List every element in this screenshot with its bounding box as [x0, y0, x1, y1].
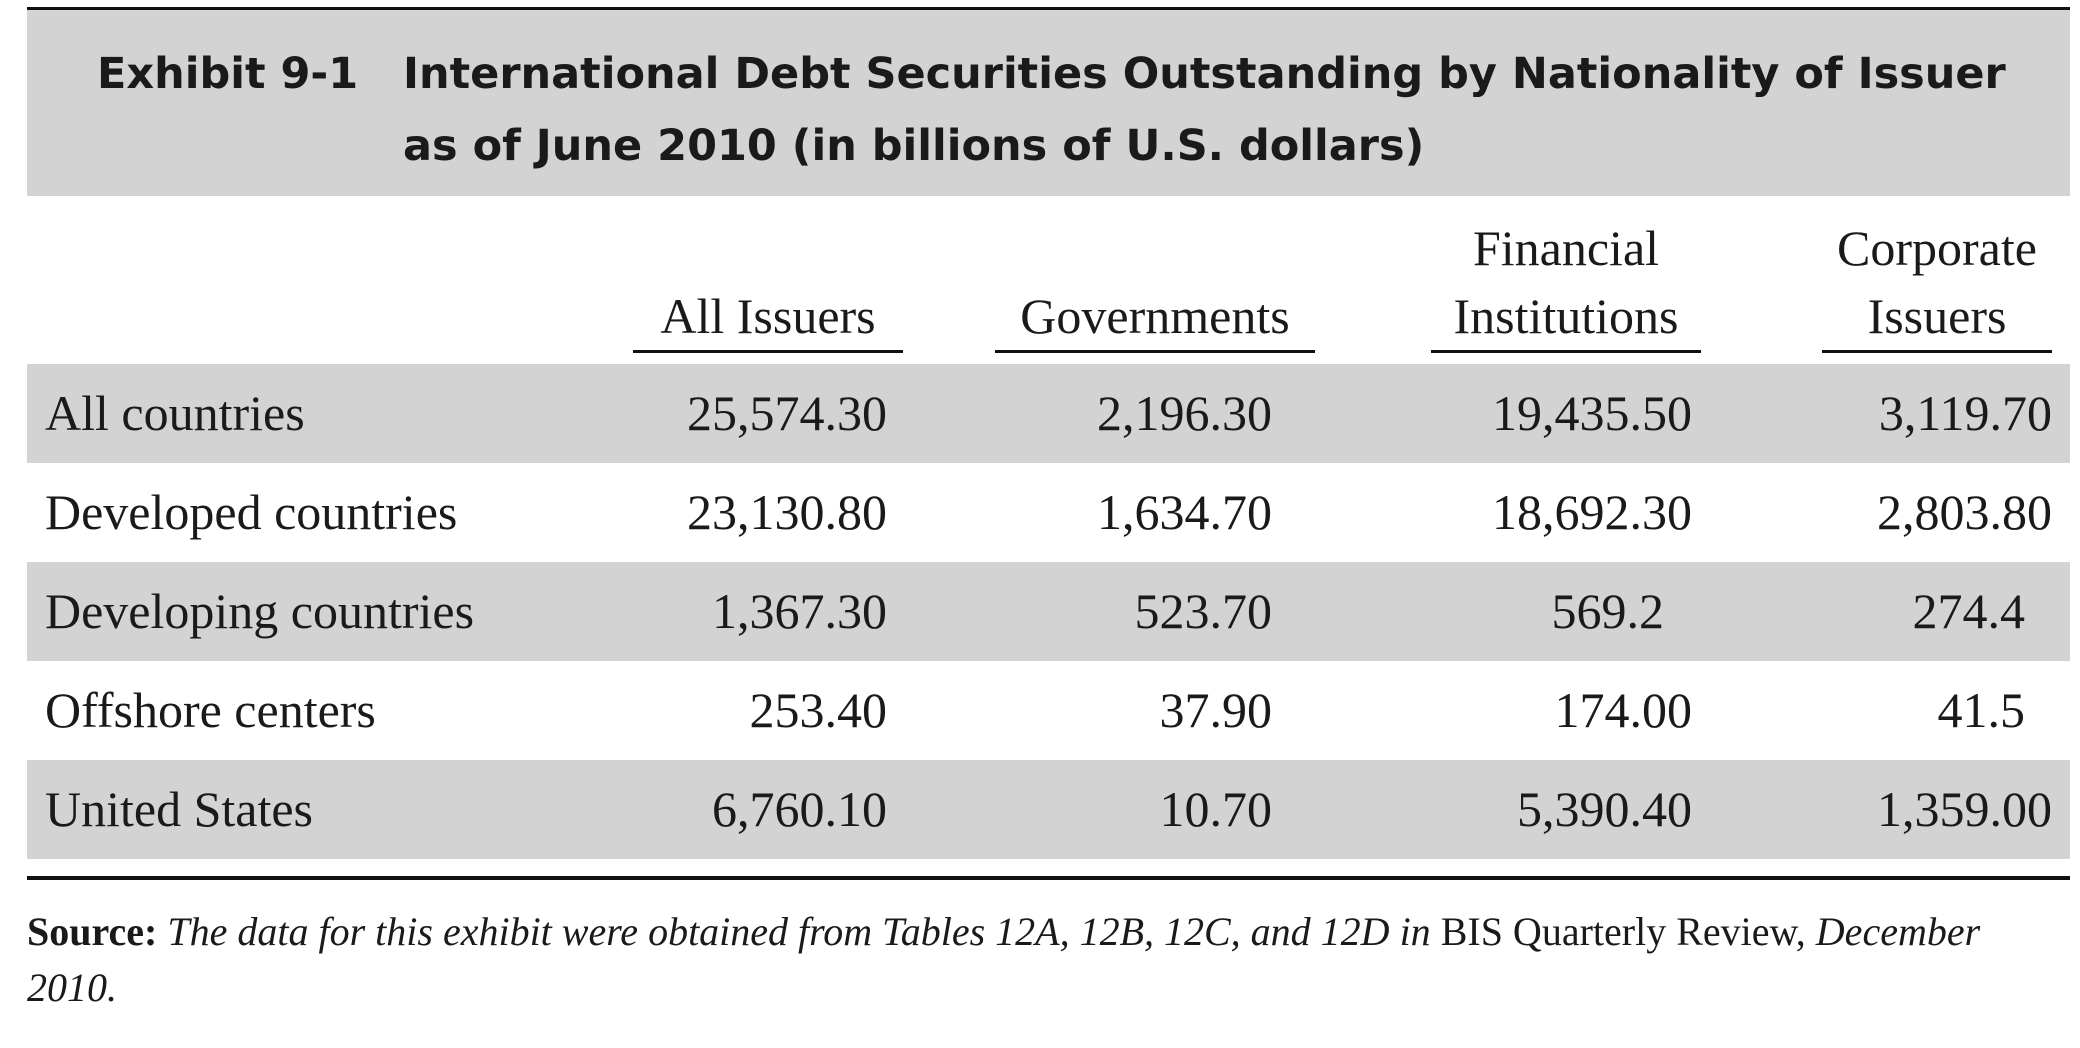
cell-financial-institutions: 19,435.50	[1492, 385, 1692, 441]
cell-governments: 2,196.30	[1097, 385, 1272, 441]
exhibit-number: Exhibit 9-1	[97, 49, 359, 99]
column-header-label: Governments	[1020, 288, 1290, 344]
column-header-financial-institutions: Financial Institutions	[1431, 210, 1701, 353]
column-header-all-issuers: All Issuers	[633, 210, 903, 353]
cell-governments: 10.70	[1159, 781, 1273, 837]
cell-financial-institutions: 18,692.30	[1492, 484, 1692, 540]
source-publication: BIS Quarterly Review,	[1440, 909, 1806, 954]
cell-corporate-issuers: 274.4	[1912, 583, 2026, 639]
cell-corporate-issuers: 1,359.00	[1877, 781, 2052, 837]
column-header-label: Financial Institutions	[1453, 220, 1679, 344]
cell-corporate-issuers: 2,803.80	[1877, 484, 2052, 540]
cell-financial-institutions: 174.00	[1554, 682, 1693, 738]
table-row-all-countries: All countries 25,574.30 2,196.30 19,435.…	[27, 364, 2070, 463]
row-label: Developed countries	[45, 484, 458, 540]
column-header-corporate-issuers: Corporate Issuers	[1822, 210, 2052, 353]
cell-corporate-issuers: 41.5	[1937, 682, 2026, 738]
cell-financial-institutions: 569.2	[1551, 583, 1665, 639]
column-header-underline	[1822, 350, 2052, 353]
source-date: December 2010.	[27, 909, 1981, 1010]
table-row-developing-countries: Developing countries 1,367.30 523.70 569…	[27, 562, 2070, 661]
table-row-developed-countries: Developed countries 23,130.80 1,634.70 1…	[27, 463, 2070, 562]
exhibit-header	[27, 10, 2070, 196]
cell-all-issuers: 6,760.10	[712, 781, 887, 837]
source-text: The data for this exhibit were obtained …	[167, 909, 1431, 954]
row-label: All countries	[45, 385, 305, 441]
cell-all-issuers: 23,130.80	[687, 484, 887, 540]
cell-governments: 37.90	[1159, 682, 1273, 738]
column-header-label: Corporate Issuers	[1837, 220, 2037, 344]
cell-governments: 1,634.70	[1097, 484, 1272, 540]
row-label: Developing countries	[45, 583, 475, 639]
column-header-underline	[633, 350, 903, 353]
top-rule	[27, 7, 2070, 10]
source-note: Source: The data for this exhibit were o…	[27, 904, 2047, 1016]
cell-all-issuers: 253.40	[749, 682, 888, 738]
column-header-underline	[1431, 350, 1701, 353]
column-header-governments: Governments	[995, 210, 1315, 353]
exhibit-title: International Debt Securities Outstandin…	[403, 49, 2006, 171]
cell-all-issuers: 1,367.30	[712, 583, 887, 639]
cell-corporate-issuers: 3,119.70	[1878, 385, 2052, 441]
cell-financial-institutions: 5,390.40	[1517, 781, 1692, 837]
cell-governments: 523.70	[1134, 583, 1273, 639]
source-label: Source:	[27, 909, 158, 954]
table-row-united-states: United States 6,760.10 10.70 5,390.40 1,…	[27, 760, 2070, 859]
column-header-label: All Issuers	[660, 288, 876, 344]
table-row-offshore-centers: Offshore centers 253.40 37.90 174.00 41.…	[27, 661, 2070, 760]
column-header-underline	[995, 350, 1315, 353]
row-label: United States	[45, 781, 314, 837]
bottom-rule	[27, 876, 2070, 880]
row-label: Offshore centers	[45, 682, 376, 738]
cell-all-issuers: 25,574.30	[687, 385, 887, 441]
